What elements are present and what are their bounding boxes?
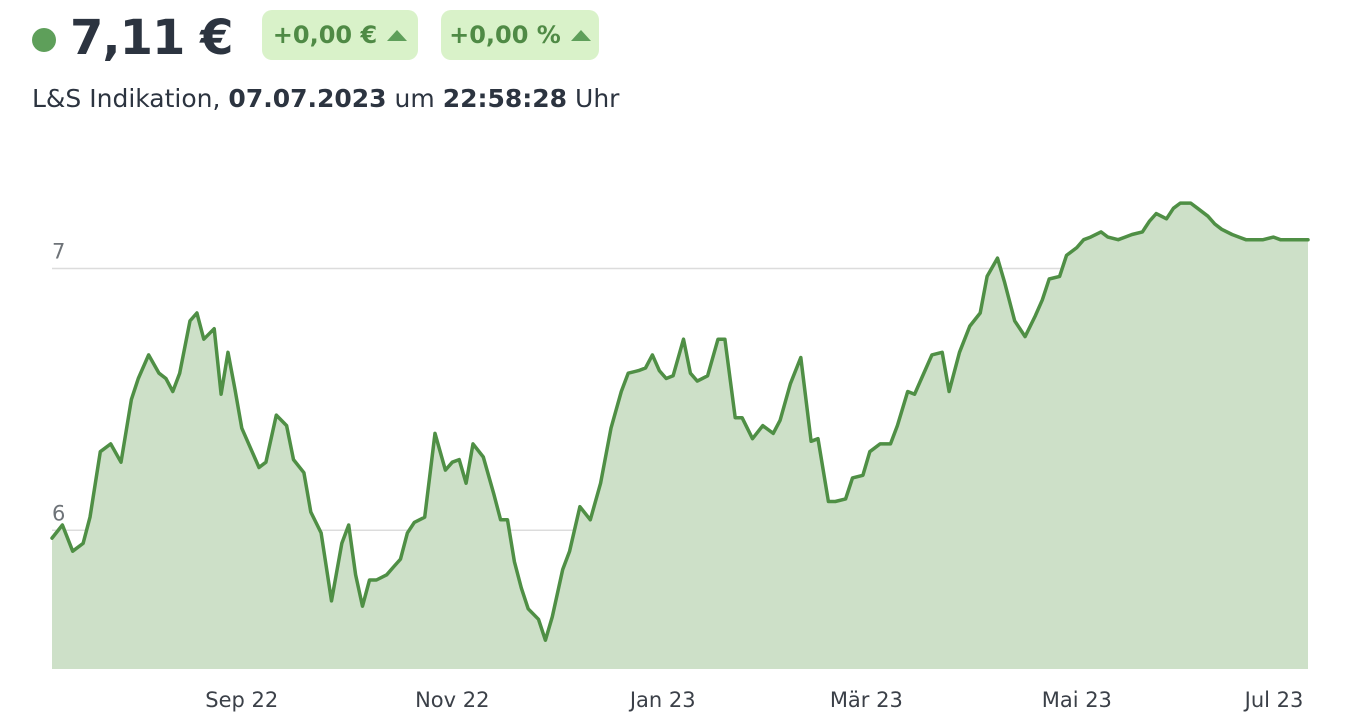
quote-source-line: L&S Indikation, 07.07.2023 um 22:58:28 U… (32, 84, 619, 113)
y-tick-label: 6 (52, 501, 65, 525)
x-tick-label: Mär 23 (830, 688, 903, 712)
current-price: 7,11 € (70, 10, 234, 66)
x-tick-label: Sep 22 (205, 688, 278, 712)
quote-date: 07.07.2023 (228, 84, 387, 113)
absolute-change-badge: +0,00 € (262, 10, 418, 60)
percent-change-badge: +0,00 % (441, 10, 599, 60)
up-arrow-icon (570, 29, 591, 41)
quote-time: 22:58:28 (442, 84, 568, 113)
x-tick-label: Mai 23 (1042, 688, 1112, 712)
live-indicator-dot (32, 28, 56, 52)
source-label: L&S Indikation, (32, 84, 221, 113)
price-line (50, 201, 1310, 642)
price-header: 7,11 € (32, 8, 234, 68)
x-tick-label: Jul 23 (1243, 688, 1304, 712)
x-tick-label: Nov 22 (415, 688, 489, 712)
um-label: um (394, 84, 435, 113)
price-area (52, 203, 1308, 669)
percent-change-value: +0,00 % (449, 21, 561, 49)
y-tick-label: 7 (52, 240, 65, 264)
x-tick-label: Jan 23 (628, 688, 696, 712)
uhr-label: Uhr (575, 84, 620, 113)
up-arrow-icon (387, 29, 408, 41)
absolute-change-value: +0,00 € (272, 21, 378, 49)
